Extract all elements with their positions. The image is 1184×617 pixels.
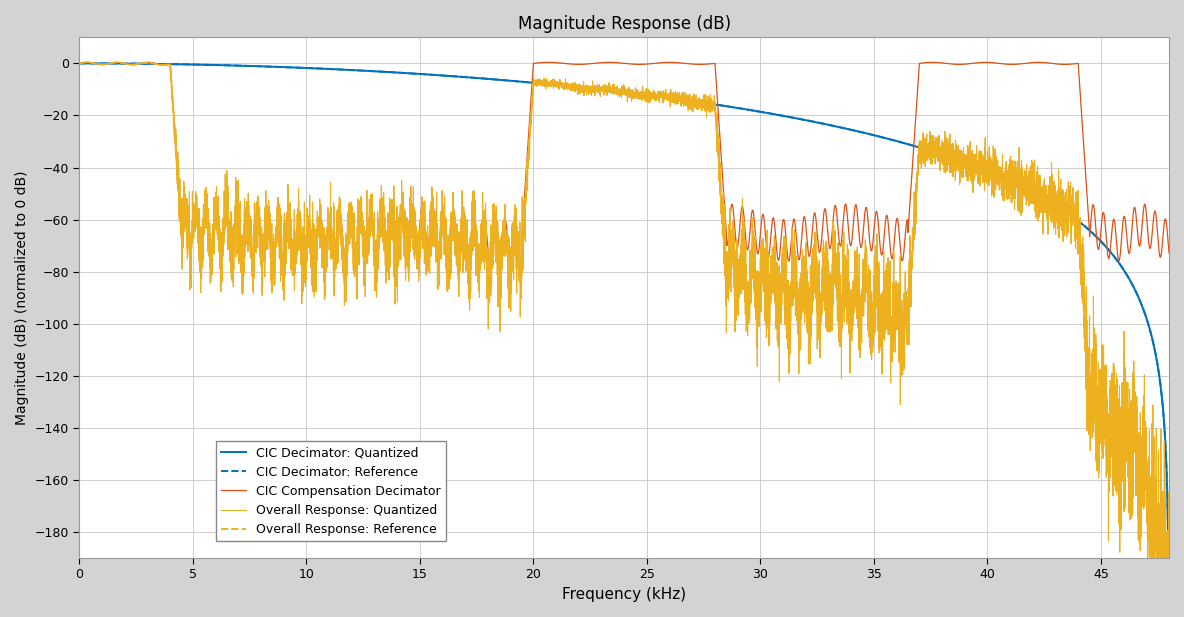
CIC Compensation Decimator (1041, 59, 1055, 67)
CIC Decimator: Reference: (39.4, -39.2): Reference: (39.4, -39.2) (966, 162, 980, 169)
Overall Response: Reference: (39.4, -39.1): Reference: (39.4, -39.1) (966, 162, 980, 169)
Line: CIC Decimator: Quantized: CIC Decimator: Quantized (79, 64, 1169, 561)
CIC Decimator: Quantized: (4.76, -0.396): Quantized: (4.76, -0.396) (180, 60, 194, 68)
Overall Response: Quantized: (39.4, -38.9): Quantized: (39.4, -38.9) (966, 161, 980, 168)
Overall Response: Quantized: (48, -191): Quantized: (48, -191) (1162, 557, 1176, 565)
CIC Compensation Decimator (1162, 249, 1176, 256)
Overall Response: Reference: (0.333, 0.398): Reference: (0.333, 0.398) (79, 59, 94, 66)
Overall Response: Quantized: (38.2, -30.7): Quantized: (38.2, -30.7) (940, 139, 954, 147)
CIC Decimator: Reference: (0, 0): Reference: (0, 0) (72, 60, 86, 67)
Overall Response: Reference: (48, -191): Reference: (48, -191) (1162, 557, 1176, 565)
Line: CIC Compensation Decimator: CIC Compensation Decimator (79, 62, 1169, 261)
CIC Compensation Decimator (72, 60, 86, 67)
Overall Response: Reference: (38.2, -35.7): Reference: (38.2, -35.7) (940, 152, 954, 160)
CIC Decimator: Quantized: (38.2, -35.6): Quantized: (38.2, -35.6) (940, 152, 954, 160)
X-axis label: Frequency (kHz): Frequency (kHz) (562, 587, 687, 602)
Overall Response: Quantized: (46.1, -140): Quantized: (46.1, -140) (1118, 424, 1132, 432)
Line: Overall Response: Quantized: Overall Response: Quantized (79, 62, 1169, 561)
Overall Response: Quantized: (12.1, -75): Quantized: (12.1, -75) (348, 255, 362, 262)
Overall Response: Quantized: (47.1, -191): Quantized: (47.1, -191) (1140, 557, 1154, 565)
CIC Decimator: Quantized: (48, -191): Quantized: (48, -191) (1162, 557, 1176, 565)
CIC Decimator: Reference: (48, -191): Reference: (48, -191) (1162, 557, 1176, 565)
Title: Magnitude Response (dB): Magnitude Response (dB) (517, 15, 731, 33)
Overall Response: Quantized: (42.6, -59.3): Quantized: (42.6, -59.3) (1041, 214, 1055, 222)
Overall Response: Reference: (12.1, -75): Reference: (12.1, -75) (348, 255, 362, 262)
Line: CIC Decimator: Reference: CIC Decimator: Reference (79, 64, 1169, 561)
Overall Response: Reference: (0, 0): Reference: (0, 0) (72, 60, 86, 67)
CIC Decimator: Quantized: (0, 0): Quantized: (0, 0) (72, 60, 86, 67)
Line: Overall Response: Reference: Overall Response: Reference (79, 62, 1169, 561)
CIC Decimator: Quantized: (42.6, -52.4): Quantized: (42.6, -52.4) (1040, 196, 1054, 204)
Overall Response: Quantized: (0, 0): Quantized: (0, 0) (72, 60, 86, 67)
CIC Decimator: Reference: (12.1, -2.63): Reference: (12.1, -2.63) (348, 67, 362, 74)
Overall Response: Reference: (4.76, -61.2): Reference: (4.76, -61.2) (180, 219, 194, 226)
CIC Decimator: Reference: (48, -191): Reference: (48, -191) (1162, 557, 1176, 565)
CIC Compensation Decimator (926, 59, 940, 66)
Overall Response: Quantized: (0.333, 0.398): Quantized: (0.333, 0.398) (79, 59, 94, 66)
CIC Decimator: Reference: (4.76, -0.396): Reference: (4.76, -0.396) (180, 60, 194, 68)
Overall Response: Reference: (42.6, -52.2): Reference: (42.6, -52.2) (1041, 196, 1055, 203)
Overall Response: Quantized: (4.76, -61.2): Quantized: (4.76, -61.2) (180, 219, 194, 226)
CIC Decimator: Quantized: (39.4, -39.2): Quantized: (39.4, -39.2) (966, 162, 980, 169)
CIC Decimator: Reference: (42.6, -52.4): Reference: (42.6, -52.4) (1040, 196, 1054, 204)
Overall Response: Reference: (47.6, -191): Reference: (47.6, -191) (1152, 557, 1166, 565)
CIC Compensation Decimator (348, 247, 362, 255)
CIC Compensation Decimator (940, 60, 954, 67)
CIC Decimator: Reference: (46.1, -80.2): Reference: (46.1, -80.2) (1118, 268, 1132, 276)
CIC Compensation Decimator (1118, 216, 1132, 223)
Overall Response: Reference: (46.1, -140): Reference: (46.1, -140) (1118, 424, 1132, 432)
CIC Decimator: Quantized: (46.1, -80.2): Quantized: (46.1, -80.2) (1118, 268, 1132, 276)
Legend: CIC Decimator: Quantized, CIC Decimator: Reference, CIC Compensation Decimator, : CIC Decimator: Quantized, CIC Decimator:… (217, 441, 446, 541)
CIC Compensation Decimator (180, 217, 194, 225)
Y-axis label: Magnitude (dB) (normalized to 0 dB): Magnitude (dB) (normalized to 0 dB) (15, 170, 28, 425)
CIC Compensation Decimator (514, 257, 528, 265)
CIC Decimator: Reference: (38.2, -35.6): Reference: (38.2, -35.6) (940, 152, 954, 160)
CIC Decimator: Quantized: (48, -191): Quantized: (48, -191) (1162, 557, 1176, 565)
CIC Decimator: Quantized: (12.1, -2.63): Quantized: (12.1, -2.63) (348, 67, 362, 74)
CIC Compensation Decimator (966, 59, 980, 67)
